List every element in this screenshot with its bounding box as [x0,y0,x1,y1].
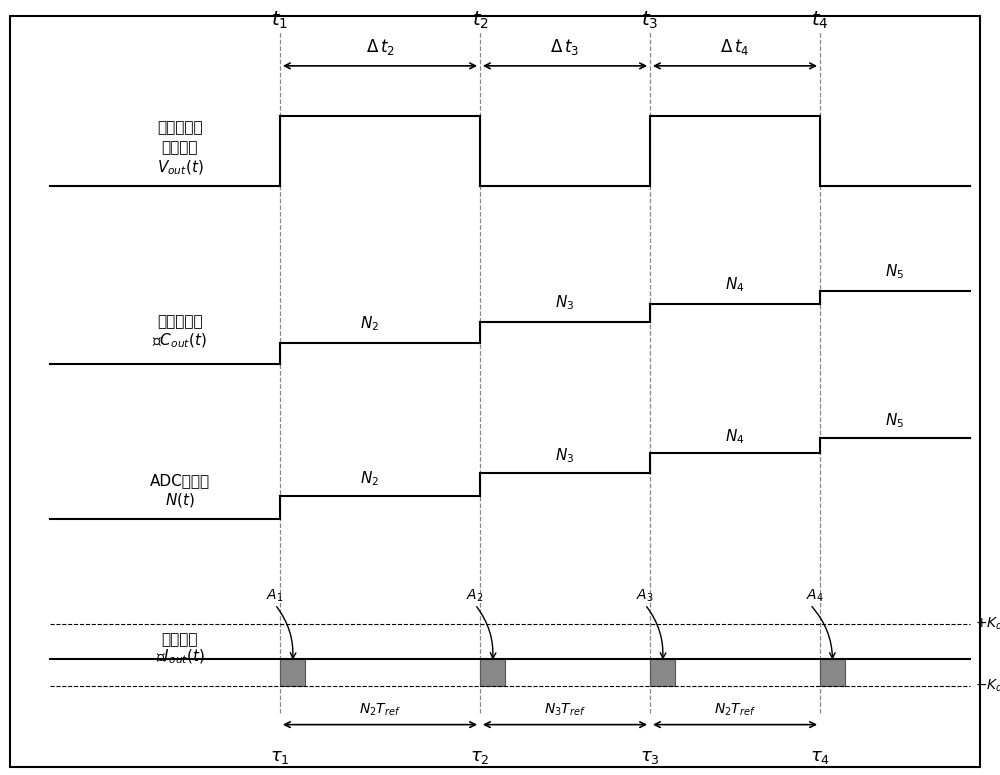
Bar [280,659,305,686]
Text: $N_3$: $N_3$ [555,294,575,312]
Text: $A_1$: $A_1$ [266,588,284,604]
Bar [480,659,505,686]
Text: $N_5$: $N_5$ [885,263,905,281]
Text: $N_5$: $N_5$ [885,412,905,430]
Text: $N_2T_{ref}$: $N_2T_{ref}$ [359,702,401,718]
Text: $N_4$: $N_4$ [725,276,745,294]
Text: 经整形后的: 经整形后的 [157,120,203,136]
Text: $N_3$: $N_3$ [555,446,575,465]
Text: $\tau_2$: $\tau_2$ [470,748,490,766]
Text: 鉴相器输: 鉴相器输 [162,632,198,647]
Text: $\Delta\,t_2$: $\Delta\,t_2$ [366,36,394,57]
Text: $N_3T_{ref}$: $N_3T_{ref}$ [544,702,586,718]
Text: $A_2$: $A_2$ [466,588,484,604]
Text: $N_2T_{ref}$: $N_2T_{ref}$ [714,702,756,718]
Text: $A_4$: $A_4$ [806,588,824,604]
Text: $A_3$: $A_3$ [636,588,654,604]
Text: $\Delta\,t_3$: $\Delta\,t_3$ [550,36,580,57]
Text: $t_4$: $t_4$ [811,10,829,31]
Text: $\tau_4$: $\tau_4$ [810,748,830,766]
Text: 出$I_{out}(t)$: 出$I_{out}(t)$ [156,648,204,666]
Text: $N(t)$: $N(t)$ [165,491,195,509]
Text: $N_4$: $N_4$ [725,427,745,446]
Bar [820,659,845,686]
Text: $N_2$: $N_2$ [360,470,380,488]
Text: $+K_d$: $+K_d$ [975,615,1000,632]
Text: 待测信号: 待测信号 [162,140,198,155]
Text: 计数器的输: 计数器的输 [157,314,203,329]
Bar [650,659,675,686]
Text: ADC的输出: ADC的输出 [150,473,210,488]
Text: $t_2$: $t_2$ [472,10,488,31]
Text: $\Delta\,t_4$: $\Delta\,t_4$ [720,36,750,57]
Text: $\tau_1$: $\tau_1$ [270,748,290,766]
Text: $\tau_3$: $\tau_3$ [640,748,660,766]
Text: $t_1$: $t_1$ [271,10,289,31]
Text: $t_3$: $t_3$ [641,10,659,31]
Text: $N_2$: $N_2$ [360,315,380,333]
Text: $V_{out}(t)$: $V_{out}(t)$ [157,159,203,177]
Text: 出$C_{out}(t)$: 出$C_{out}(t)$ [152,332,208,350]
Text: $-K_d$: $-K_d$ [975,677,1000,694]
